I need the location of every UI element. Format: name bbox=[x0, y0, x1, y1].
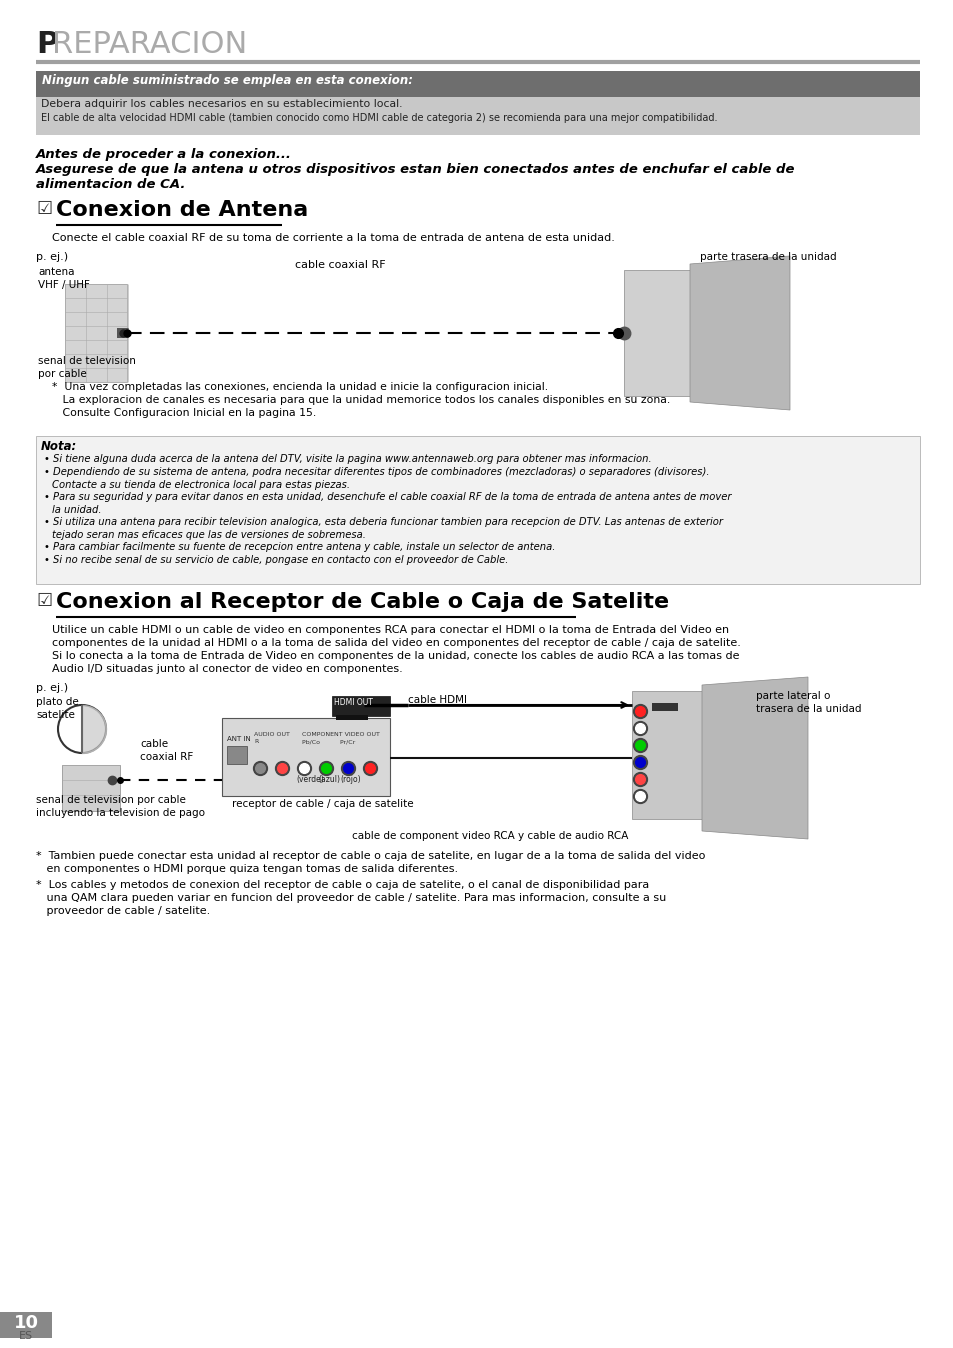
Polygon shape bbox=[701, 677, 807, 838]
Text: Asegurese de que la antena u otros dispositivos estan bien conectados antes de e: Asegurese de que la antena u otros dispo… bbox=[36, 163, 795, 177]
Bar bbox=[332, 696, 390, 716]
Text: p. ej.): p. ej.) bbox=[36, 683, 68, 693]
Bar bbox=[335, 714, 368, 720]
Text: • Dependiendo de su sistema de antena, podra necesitar diferentes tipos de combi: • Dependiendo de su sistema de antena, p… bbox=[44, 466, 709, 477]
Text: *  Una vez completadas las conexiones, encienda la unidad e inicie la configurac: * Una vez completadas las conexiones, en… bbox=[52, 381, 548, 392]
Bar bbox=[623, 270, 689, 396]
Text: cable HDMI: cable HDMI bbox=[408, 696, 467, 705]
Text: • Si utiliza una antena para recibir television analogica, esta deberia funciona: • Si utiliza una antena para recibir tel… bbox=[44, 518, 722, 527]
Text: Si lo conecta a la toma de Entrada de Video en componentes de la unidad, conecte: Si lo conecta a la toma de Entrada de Vi… bbox=[52, 651, 739, 661]
Text: Contacte a su tienda de electronica local para estas piezas.: Contacte a su tienda de electronica loca… bbox=[52, 480, 350, 491]
Text: cable coaxial RF: cable coaxial RF bbox=[294, 260, 385, 270]
Text: (verde): (verde) bbox=[295, 775, 323, 785]
Text: una QAM clara pueden variar en funcion del proveedor de cable / satelite. Para m: una QAM clara pueden variar en funcion d… bbox=[36, 892, 665, 903]
Text: ES: ES bbox=[19, 1330, 33, 1341]
Text: tejado seran mas eficaces que las de versiones de sobremesa.: tejado seran mas eficaces que las de ver… bbox=[52, 530, 366, 541]
Text: parte trasera de la unidad: parte trasera de la unidad bbox=[700, 252, 836, 262]
Text: REPARACION: REPARACION bbox=[52, 30, 247, 59]
Text: cable
coaxial RF: cable coaxial RF bbox=[140, 739, 193, 762]
Text: Ningun cable suministrado se emplea en esta conexion:: Ningun cable suministrado se emplea en e… bbox=[42, 74, 413, 88]
Text: 10: 10 bbox=[13, 1314, 38, 1332]
Text: P: P bbox=[36, 30, 58, 59]
Bar bbox=[631, 692, 701, 820]
Text: HDMI OUT: HDMI OUT bbox=[334, 698, 373, 706]
Text: Conexion de Antena: Conexion de Antena bbox=[56, 200, 308, 220]
Bar bbox=[65, 284, 127, 381]
Bar bbox=[62, 766, 120, 811]
Text: la unidad.: la unidad. bbox=[52, 506, 101, 515]
Bar bbox=[36, 71, 919, 97]
Text: Pb/Co          Pr/Cr: Pb/Co Pr/Cr bbox=[302, 739, 355, 744]
Text: Conecte el cable coaxial RF de su toma de corriente a la toma de entrada de ante: Conecte el cable coaxial RF de su toma d… bbox=[52, 233, 615, 243]
Bar bbox=[227, 745, 247, 764]
Text: receptor de cable / caja de satelite: receptor de cable / caja de satelite bbox=[232, 799, 414, 809]
Text: El cable de alta velocidad HDMI cable (tambien conocido como HDMI cable de categ: El cable de alta velocidad HDMI cable (t… bbox=[41, 113, 717, 123]
Text: Audio I/D situadas junto al conector de video en componentes.: Audio I/D situadas junto al conector de … bbox=[52, 665, 402, 674]
Bar bbox=[117, 328, 129, 338]
Text: *  Los cables y metodos de conexion del receptor de cable o caja de satelite, o : * Los cables y metodos de conexion del r… bbox=[36, 880, 649, 890]
Text: AUDIO OUT: AUDIO OUT bbox=[253, 732, 290, 737]
Text: componentes de la unidad al HDMI o a la toma de salida del video en componentes : componentes de la unidad al HDMI o a la … bbox=[52, 638, 740, 648]
Text: alimentacion de CA.: alimentacion de CA. bbox=[36, 178, 185, 191]
Text: (azul): (azul) bbox=[317, 775, 339, 785]
Bar bbox=[36, 435, 919, 584]
Text: proveedor de cable / satelite.: proveedor de cable / satelite. bbox=[36, 906, 210, 917]
Text: Antes de proceder a la conexion...: Antes de proceder a la conexion... bbox=[36, 148, 292, 160]
Bar bbox=[0, 1312, 52, 1339]
Text: ANT IN: ANT IN bbox=[227, 736, 251, 741]
Text: Nota:: Nota: bbox=[41, 439, 77, 453]
Text: senal de television por cable
incluyendo la television de pago: senal de television por cable incluyendo… bbox=[36, 795, 205, 818]
Text: • Si tiene alguna duda acerca de la antena del DTV, visite la pagina www.antenna: • Si tiene alguna duda acerca de la ante… bbox=[44, 454, 651, 464]
Polygon shape bbox=[689, 256, 789, 410]
Text: Utilice un cable HDMI o un cable de video en componentes RCA para conectar el HD: Utilice un cable HDMI o un cable de vide… bbox=[52, 625, 728, 635]
Text: antena
VHF / UHF: antena VHF / UHF bbox=[38, 267, 90, 290]
Text: • Para su seguridad y para evitar danos en esta unidad, desenchufe el cable coax: • Para su seguridad y para evitar danos … bbox=[44, 492, 731, 501]
Bar bbox=[651, 704, 678, 710]
Text: La exploracion de canales es necesaria para que la unidad memorice todos los can: La exploracion de canales es necesaria p… bbox=[52, 395, 670, 404]
Text: Conexion al Receptor de Cable o Caja de Satelite: Conexion al Receptor de Cable o Caja de … bbox=[56, 592, 668, 612]
Text: • Para cambiar facilmente su fuente de recepcion entre antena y cable, instale u: • Para cambiar facilmente su fuente de r… bbox=[44, 542, 555, 551]
Text: • Si no recibe senal de su servicio de cable, pongase en contacto con el proveed: • Si no recibe senal de su servicio de c… bbox=[44, 555, 508, 565]
Text: R: R bbox=[253, 739, 258, 744]
Bar bbox=[36, 97, 919, 135]
Text: parte lateral o
trasera de la unidad: parte lateral o trasera de la unidad bbox=[755, 692, 861, 714]
Bar bbox=[222, 718, 390, 797]
Text: senal de television
por cable: senal de television por cable bbox=[38, 356, 135, 379]
Text: *  Tambien puede conectar esta unidad al receptor de cable o caja de satelite, e: * Tambien puede conectar esta unidad al … bbox=[36, 851, 704, 861]
Text: Consulte Configuracion Inicial en la pagina 15.: Consulte Configuracion Inicial en la pag… bbox=[52, 408, 315, 418]
Text: ☑: ☑ bbox=[36, 200, 52, 218]
Text: (rojo): (rojo) bbox=[339, 775, 360, 785]
Text: ☑: ☑ bbox=[36, 592, 52, 611]
Text: Debera adquirir los cables necesarios en su establecimiento local.: Debera adquirir los cables necesarios en… bbox=[41, 98, 402, 109]
Text: COMPONENT VIDEO OUT: COMPONENT VIDEO OUT bbox=[302, 732, 379, 737]
Text: plato de
satelite: plato de satelite bbox=[36, 697, 79, 720]
Text: cable de component video RCA y cable de audio RCA: cable de component video RCA y cable de … bbox=[352, 830, 627, 841]
Text: en componentes o HDMI porque quiza tengan tomas de salida diferentes.: en componentes o HDMI porque quiza tenga… bbox=[36, 864, 457, 874]
Text: p. ej.): p. ej.) bbox=[36, 252, 68, 262]
